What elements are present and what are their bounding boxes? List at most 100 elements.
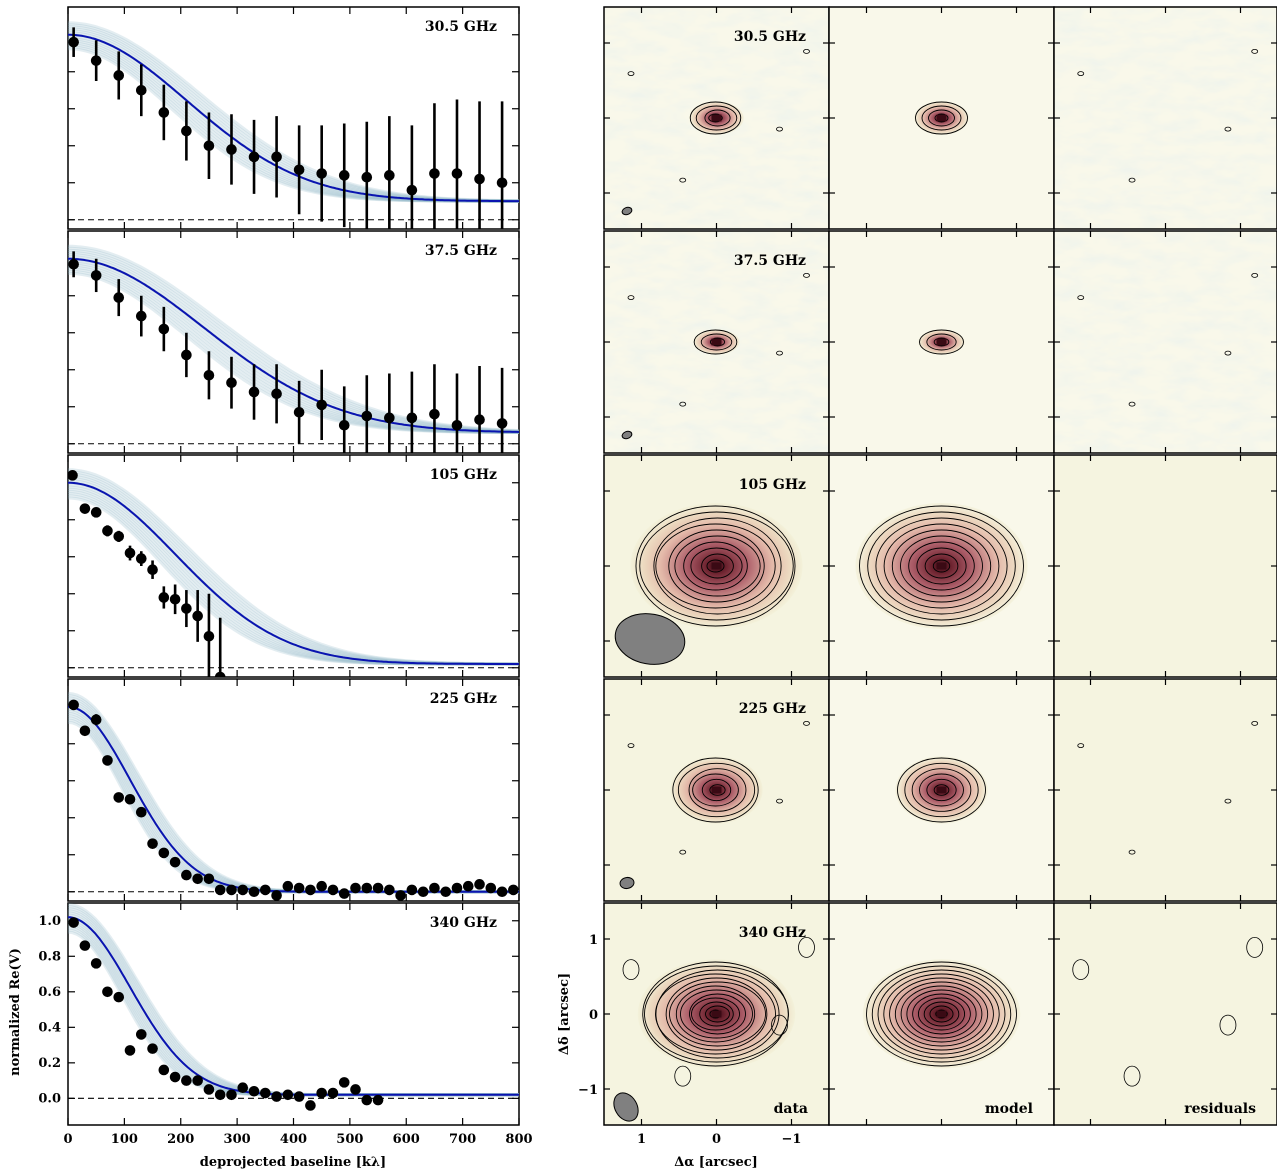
data-point [451,882,463,894]
contour [934,113,949,123]
contour [689,101,742,135]
data-point [113,991,125,1003]
panel-image [1054,455,1277,677]
data-point [316,1087,327,1099]
noise-contour [803,721,810,726]
posterior-draw [68,251,519,433]
data-point [429,168,440,179]
noise-contour [679,177,687,183]
panel-image [829,455,1054,677]
data-point [293,407,305,418]
y-tick-label: 0.4 [38,1020,61,1035]
noise-contour [1128,849,1136,855]
data-point [372,882,384,894]
contour [709,784,726,796]
peak-pixel [936,786,947,794]
posterior-draw [68,269,519,434]
noise-contour [1251,721,1259,726]
noise-contour [798,937,815,958]
contour [932,559,951,573]
data-point [113,70,125,81]
contour [877,969,1006,1059]
data-point [372,1094,384,1106]
profile-panel-4: 340 GHz 0.0 0.2 0.4 0.6 0.8 1.0 0 100 200 300 400 50… [38,902,533,1147]
data-point [361,882,373,894]
model-curves [68,468,519,677]
panel-frame [67,6,520,230]
image-panel-3-1 [828,678,1055,902]
contour [919,329,964,355]
beam-ellipse [621,206,633,216]
data-point [384,884,395,896]
contour [695,105,738,131]
contour [875,517,1008,615]
noise-contour [1128,401,1136,407]
data-point [395,890,406,901]
data-point [429,882,440,894]
data-point [147,1043,158,1054]
image-panel-3-0: 225 GHz [603,678,830,902]
data-point [293,164,305,176]
data-point [248,886,260,898]
panel-frequency-label: 37.5 GHz [734,253,806,269]
contour [709,337,726,347]
x-tick-label: 0 [63,1132,72,1147]
posterior-draw [68,924,519,1097]
contour [889,977,994,1051]
image-panel-1-2 [1053,230,1277,454]
contour [700,333,733,351]
noise-contour [771,1014,788,1036]
image-panel-grid: 30.5 GHz 37.5 GHz 105 GHz 225 GHz 340 GHz dat… [578,6,1277,1147]
data-point [113,292,125,303]
beam-ellipse [614,613,686,665]
posterior-draw [68,253,519,434]
contour [894,981,989,1047]
data-point [271,890,282,901]
data-point [248,386,260,398]
data-point [248,151,260,163]
beam-ellipse [613,1092,639,1122]
x-tick-label: 1 [637,1132,646,1147]
right-y-axis-label: Δδ [arcsec] [557,973,572,1055]
data-point [124,793,136,805]
noise-contour [627,743,635,748]
data-point [338,419,350,431]
contour [924,553,959,579]
contour [669,981,766,1047]
image-panel-2-1 [828,454,1055,678]
panel-image [829,903,1054,1125]
panel-frequency-label: 225 GHz [739,701,806,717]
contour [926,778,957,802]
data-point [406,184,418,196]
noise-texture [1054,7,1277,229]
contour [897,757,986,823]
data-point [226,377,237,389]
panel-image [604,679,829,901]
noise-contour [1123,1065,1141,1087]
data-point [79,725,91,737]
data-point [113,792,125,803]
model-curves [68,244,519,453]
contour [883,973,1000,1055]
data-point [305,1100,316,1111]
data-point [124,547,136,559]
data-point [305,884,316,896]
data-point [68,259,79,270]
contour [704,109,731,127]
profile-panel-0: 30.5 GHz [67,6,520,230]
contour [635,505,796,627]
data-point [124,1045,136,1056]
contour [665,977,768,1051]
x-tick-label: 500 [336,1132,363,1147]
image-panel-2-2 [1053,454,1277,678]
model-curve [68,257,519,433]
contour [701,778,732,802]
contour [900,985,983,1043]
data-point [384,412,395,424]
data-point [135,310,147,322]
data-point [417,886,429,898]
contour [708,113,723,123]
peak-pixel [711,114,722,122]
data-point [169,594,181,605]
